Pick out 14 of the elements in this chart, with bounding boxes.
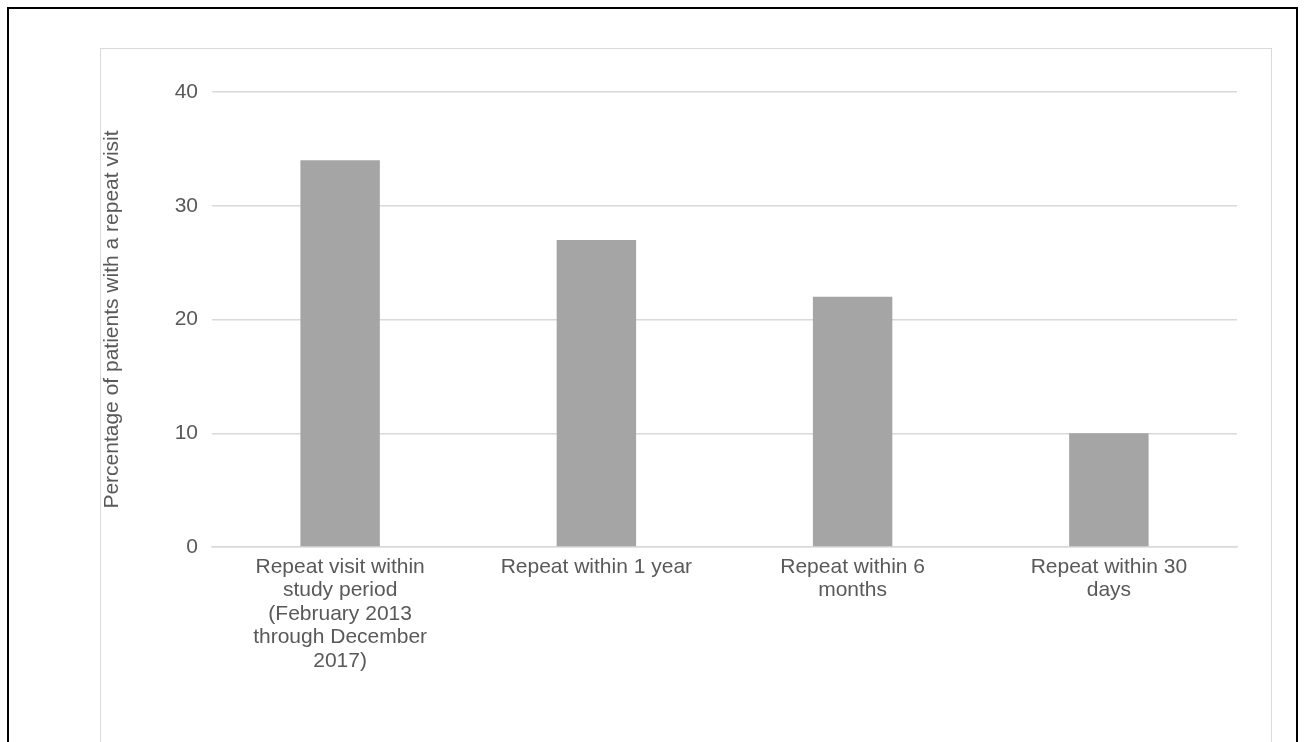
bar — [1069, 433, 1149, 547]
y-tick-label: 20 — [174, 306, 198, 330]
y-tick-label: 30 — [174, 192, 198, 216]
y-tick-label: 0 — [186, 533, 198, 557]
bar — [556, 239, 637, 547]
y-axis-title: Percentage of patients with a repeat visit — [99, 130, 123, 509]
x-tick-label: Repeat within 6 months — [780, 553, 926, 601]
x-tick-label: Repeat within 30 days — [1030, 553, 1188, 601]
y-tick-label: 10 — [174, 420, 198, 444]
x-tick-label: Repeat within 1 year — [500, 553, 693, 577]
y-tick-label: 40 — [174, 78, 198, 102]
bar — [812, 296, 893, 547]
x-tick-label: Repeat visit within study period (February 2013 through December 2017) — [253, 553, 428, 671]
bar — [300, 160, 380, 547]
